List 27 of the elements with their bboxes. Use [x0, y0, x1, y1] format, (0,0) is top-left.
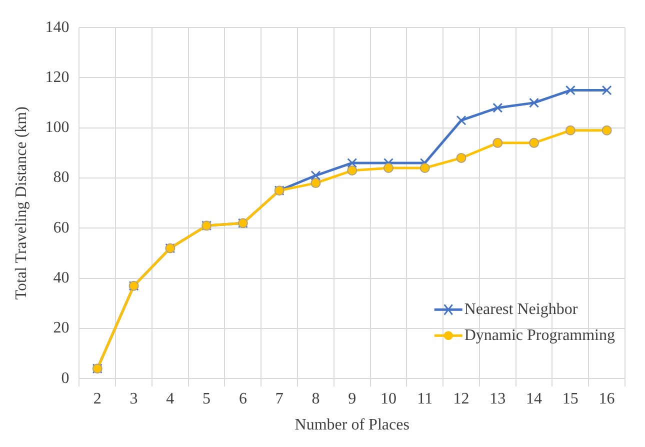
x-tick-label: 10 — [380, 390, 396, 408]
legend-label: Dynamic Programming — [464, 326, 615, 344]
legend-label: Nearest Neighbor — [464, 300, 578, 318]
y-tick-label: 40 — [53, 270, 70, 287]
x-tick-label: 9 — [348, 390, 356, 408]
y-tick-label: 120 — [45, 68, 70, 86]
x-tick-label: 7 — [275, 390, 284, 408]
x-tick-label: 3 — [130, 390, 138, 408]
y-tick-label: 20 — [53, 320, 70, 337]
y-tick-label: 80 — [53, 169, 70, 186]
y-axis-title: Total Traveling Distance (km) — [12, 106, 30, 300]
x-tick-label: 13 — [490, 390, 506, 408]
x-tick-label: 8 — [312, 390, 320, 408]
x-tick-label: 12 — [453, 390, 470, 408]
x-tick-label: 5 — [202, 390, 211, 408]
y-tick-label: 100 — [45, 119, 70, 136]
x-tick-label: 11 — [417, 390, 433, 408]
x-tick-label: 14 — [526, 390, 542, 408]
x-tick-label: 16 — [598, 390, 615, 408]
x-axis-title: Number of Places — [294, 416, 410, 434]
y-tick-label: 0 — [61, 370, 70, 387]
x-tick-label: 6 — [238, 390, 247, 408]
x-tick-label: 15 — [562, 390, 578, 408]
x-tick-label: 2 — [93, 390, 102, 408]
x-tick-label: 4 — [166, 390, 174, 408]
y-tick-label: 140 — [45, 18, 70, 36]
y-tick-label: 60 — [53, 219, 70, 236]
